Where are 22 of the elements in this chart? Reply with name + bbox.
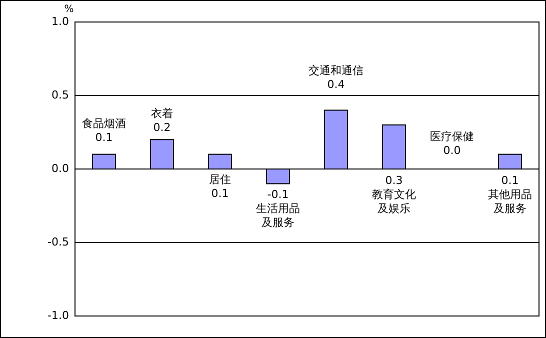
data-label: 0.3: [385, 174, 403, 187]
y-tick-label: -0.5: [48, 236, 69, 249]
data-label: 0.1: [501, 174, 519, 187]
data-label: 0.1: [95, 131, 113, 144]
data-label: 0.0: [443, 144, 461, 157]
x-tick-label: 教育文化及娱乐: [372, 188, 416, 215]
x-tick-label: 食品烟酒: [82, 117, 126, 130]
x-tick-label: 交通和通信: [308, 64, 364, 77]
y-tick-label: 0.0: [52, 162, 69, 176]
data-label: 0.2: [153, 121, 171, 134]
data-label: 0.1: [211, 187, 229, 200]
x-tick-label: 生活用品及服务: [256, 202, 300, 229]
y-tick-label: 1.0: [52, 15, 69, 28]
data-label: -0.1: [267, 188, 289, 201]
x-tick-label: 居住: [209, 173, 231, 186]
y-tick-label: -1.0: [48, 309, 69, 322]
x-tick-label: 衣着: [151, 107, 173, 120]
y-axis-title: %: [64, 4, 74, 15]
data-label: 0.4: [327, 78, 345, 91]
x-tick-label: 其他用品及服务: [488, 188, 532, 215]
x-tick-label: 医疗保健: [430, 130, 474, 143]
y-tick-label: 0.5: [52, 88, 69, 102]
